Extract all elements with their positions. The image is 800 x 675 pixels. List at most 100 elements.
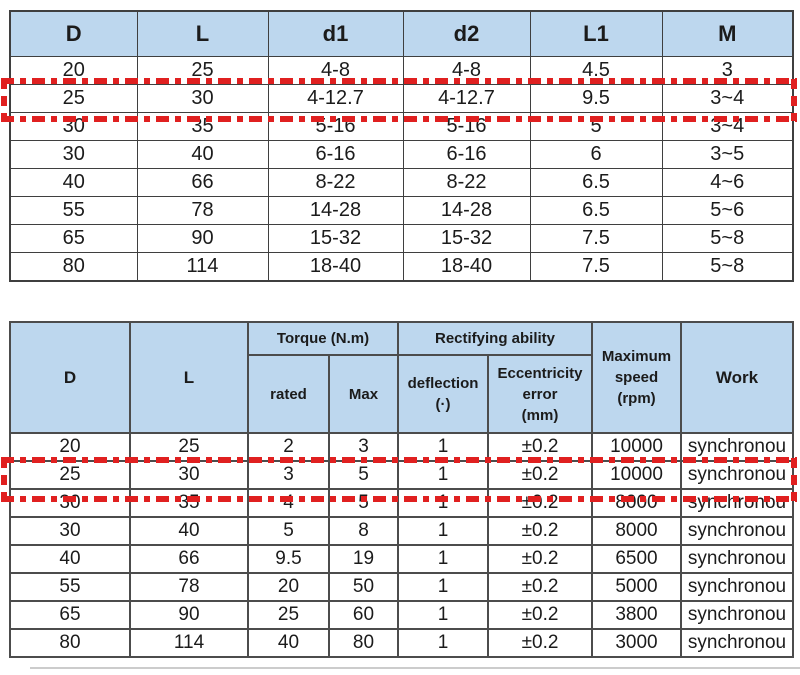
header-maximum-speed: Maximum speed (rpm)	[591, 321, 682, 434]
header-d2: d2	[402, 10, 531, 57]
cell: 78	[129, 572, 249, 602]
cell: 8000	[591, 516, 682, 546]
cell: 114	[129, 628, 249, 658]
cell: 66	[136, 168, 269, 197]
cell: ±0.2	[487, 628, 593, 658]
header-L: L	[136, 10, 269, 57]
header-M: M	[661, 10, 794, 57]
table-row: 30 35 4 5 1 ±0.2 8000 synchronou	[9, 488, 794, 518]
table-row: 40 66 9.5 19 1 ±0.2 6500 synchronou	[9, 544, 794, 574]
table-row: 65 90 25 60 1 ±0.2 3800 synchronou	[9, 600, 794, 630]
table-row: 30 40 5 8 1 ±0.2 8000 synchronou	[9, 516, 794, 546]
cell: 25	[9, 460, 131, 490]
cell: 14-28	[402, 196, 531, 225]
cell: 1	[397, 572, 489, 602]
cell: ±0.2	[487, 572, 593, 602]
header-D: D	[9, 10, 138, 57]
cell: 5-16	[402, 112, 531, 141]
cell: 6500	[591, 544, 682, 574]
cell: 25	[129, 432, 249, 462]
dimensions-table: D L d1 d2 L1 M 20 25 4-8 4-8 4.5 3 25 30…	[9, 10, 794, 282]
cell: 78	[136, 196, 269, 225]
header-max: Max	[328, 354, 399, 434]
header-torque-group: Torque (N.m)	[247, 321, 399, 356]
cell: ±0.2	[487, 432, 593, 462]
cell: 5	[529, 112, 663, 141]
cell: synchronou	[680, 628, 794, 658]
cell: 1	[397, 516, 489, 546]
table-row: 65 90 15-32 15-32 7.5 5~8	[9, 224, 794, 253]
cell: 18-40	[267, 252, 404, 282]
cell: 90	[129, 600, 249, 630]
cell: 4-12.7	[402, 84, 531, 113]
cell: 9.5	[247, 544, 330, 574]
cell: 8	[328, 516, 399, 546]
cell: 6-16	[267, 140, 404, 169]
cell: 5000	[591, 572, 682, 602]
header-rectifying-group: Rectifying ability	[397, 321, 593, 356]
table-row: 30 40 6-16 6-16 6 3~5	[9, 140, 794, 169]
cell: 6.5	[529, 168, 663, 197]
cell: 15-32	[267, 224, 404, 253]
cell: synchronou	[680, 572, 794, 602]
table-row: 30 35 5-16 5-16 5 3~4	[9, 112, 794, 141]
cell: 3~5	[661, 140, 794, 169]
table-row: 80 114 18-40 18-40 7.5 5~8	[9, 252, 794, 282]
cell: 35	[129, 488, 249, 518]
table-row-highlighted: 25 30 4-12.7 4-12.7 9.5 3~4	[9, 84, 794, 113]
dimensions-header-row: D L d1 d2 L1 M	[9, 10, 794, 57]
cell: synchronou	[680, 544, 794, 574]
cell: 55	[9, 572, 131, 602]
cell: 1	[397, 600, 489, 630]
cell: 30	[9, 488, 131, 518]
cell: 40	[129, 516, 249, 546]
cell: 20	[9, 432, 131, 462]
performance-header-row-groups: D L Torque (N.m) Rectifying ability Maxi…	[9, 321, 794, 434]
cell: 8-22	[402, 168, 531, 197]
dash-edge-left	[1, 79, 7, 121]
cell: 66	[129, 544, 249, 574]
cell: 3	[247, 460, 330, 490]
performance-header-row-sub: rated Max deflection (·) Eccentricity er…	[10, 354, 793, 434]
cell: 8000	[591, 488, 682, 518]
cell: 114	[136, 252, 269, 282]
cell: 40	[247, 628, 330, 658]
cell: 80	[328, 628, 399, 658]
cell: 2	[247, 432, 330, 462]
cell: 5~8	[661, 252, 794, 282]
cell: 3~4	[661, 84, 794, 113]
table-row-highlighted: 25 30 3 5 1 ±0.2 10000 synchronou	[9, 460, 794, 490]
dash-edge-left	[1, 458, 7, 501]
cell: 7.5	[529, 224, 663, 253]
cell: 18-40	[402, 252, 531, 282]
cell: 50	[328, 572, 399, 602]
cell: 4~6	[661, 168, 794, 197]
cell: 30	[129, 460, 249, 490]
cell: 65	[9, 224, 138, 253]
table-row: 55 78 20 50 1 ±0.2 5000 synchronou	[9, 572, 794, 602]
cell: ±0.2	[487, 460, 593, 490]
cell: 4.5	[529, 56, 663, 85]
partial-bottom-border	[30, 667, 800, 669]
header-L1: L1	[529, 10, 663, 57]
cell: ±0.2	[487, 600, 593, 630]
cell: 19	[328, 544, 399, 574]
cell: 40	[136, 140, 269, 169]
cell: 3000	[591, 628, 682, 658]
table-row: 55 78 14-28 14-28 6.5 5~6	[9, 196, 794, 225]
cell: 80	[9, 252, 138, 282]
header-L: L	[129, 321, 249, 434]
cell: 1	[397, 460, 489, 490]
header-deflection: deflection (·)	[397, 354, 489, 434]
cell: ±0.2	[487, 488, 593, 518]
cell: 3	[328, 432, 399, 462]
table-row: 40 66 8-22 8-22 6.5 4~6	[9, 168, 794, 197]
cell: 3~4	[661, 112, 794, 141]
cell: 8-22	[267, 168, 404, 197]
cell: ±0.2	[487, 544, 593, 574]
cell: synchronou	[680, 600, 794, 630]
cell: 90	[136, 224, 269, 253]
cell: 6-16	[402, 140, 531, 169]
header-eccentricity-error: Eccentricity error (mm)	[487, 354, 593, 434]
